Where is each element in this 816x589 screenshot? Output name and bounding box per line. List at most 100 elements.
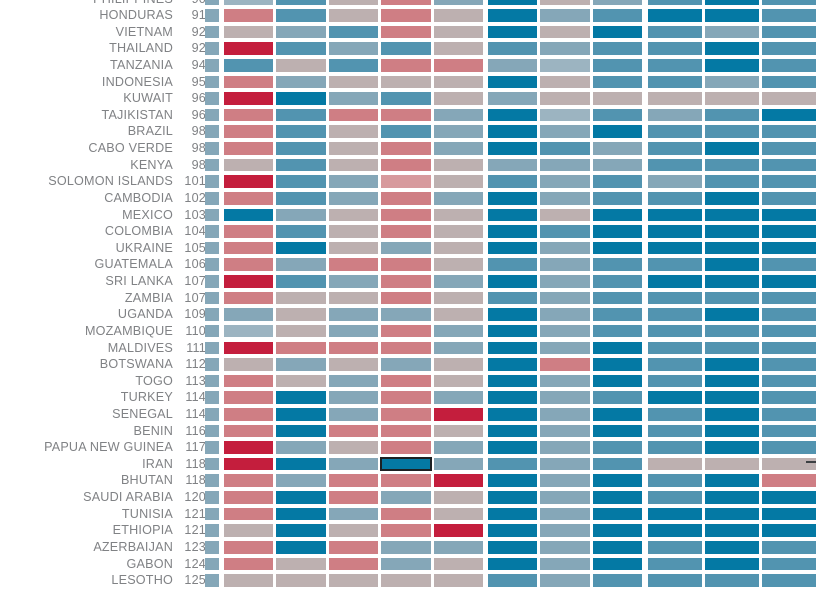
heatmap-cell[interactable]	[762, 491, 816, 504]
heatmap-cell[interactable]	[705, 108, 759, 122]
heatmap-cell[interactable]	[705, 258, 759, 271]
heatmap-cell[interactable]	[224, 108, 274, 122]
heatmap-cell[interactable]	[488, 507, 538, 521]
heatmap-cell[interactable]	[648, 391, 702, 404]
table-row[interactable]: UGANDA 109	[0, 306, 816, 323]
heatmap-cell[interactable]	[381, 142, 431, 155]
heatmap-cell[interactable]	[328, 474, 379, 488]
heatmap-cell[interactable]	[381, 158, 431, 172]
heatmap-cell[interactable]	[540, 275, 590, 288]
heatmap-cell[interactable]	[540, 557, 590, 571]
heatmap-cell[interactable]	[224, 358, 274, 371]
heatmap-cell[interactable]	[648, 142, 702, 155]
heatmap-cell[interactable]	[276, 142, 326, 155]
heatmap-cell[interactable]	[762, 507, 816, 521]
heatmap-cell[interactable]	[705, 58, 759, 72]
heatmap-cell[interactable]	[276, 241, 326, 255]
heatmap-cell[interactable]	[488, 391, 538, 404]
heatmap-cell[interactable]	[276, 9, 326, 22]
heatmap-cell[interactable]	[381, 374, 431, 388]
heatmap-cell[interactable]	[762, 341, 816, 355]
heatmap-cell[interactable]	[224, 540, 274, 554]
heatmap-cell[interactable]	[276, 324, 326, 338]
rank-tag-swatch[interactable]	[205, 158, 219, 172]
heatmap-cell[interactable]	[488, 358, 538, 371]
rank-tag-swatch[interactable]	[205, 308, 219, 321]
heatmap-cell[interactable]	[648, 341, 702, 355]
heatmap-cell[interactable]	[328, 142, 379, 155]
heatmap-cell[interactable]	[540, 507, 590, 521]
heatmap-cell[interactable]	[648, 457, 702, 471]
heatmap-cell[interactable]	[648, 125, 702, 139]
rank-tag-swatch[interactable]	[205, 341, 219, 355]
table-row[interactable]: MALDIVES 111	[0, 340, 816, 357]
rank-tag-swatch[interactable]	[205, 125, 219, 139]
heatmap-cell[interactable]	[705, 491, 759, 504]
heatmap-cell[interactable]	[433, 457, 483, 471]
heatmap-cell[interactable]	[433, 524, 483, 537]
heatmap-cell[interactable]	[328, 92, 379, 105]
heatmap-cell[interactable]	[488, 142, 538, 155]
heatmap-cell[interactable]	[328, 408, 379, 421]
heatmap-cell[interactable]	[328, 374, 379, 388]
heatmap-cell[interactable]	[540, 474, 590, 488]
heatmap-cell[interactable]	[276, 524, 326, 537]
heatmap-cell[interactable]	[276, 424, 326, 438]
heatmap-cell[interactable]	[648, 557, 702, 571]
rank-tag-swatch[interactable]	[205, 275, 219, 288]
heatmap-cell[interactable]	[705, 25, 759, 39]
heatmap-cell[interactable]	[592, 241, 642, 255]
heatmap-cell[interactable]	[276, 540, 326, 554]
heatmap-cell[interactable]	[648, 58, 702, 72]
heatmap-cell[interactable]	[276, 92, 326, 105]
heatmap-cell[interactable]	[488, 474, 538, 488]
heatmap-cell[interactable]	[705, 574, 759, 587]
heatmap-cell[interactable]	[381, 58, 431, 72]
heatmap-cell[interactable]	[328, 108, 379, 122]
heatmap-cell[interactable]	[488, 58, 538, 72]
heatmap-cell[interactable]	[276, 374, 326, 388]
heatmap-cell[interactable]	[762, 225, 816, 238]
heatmap-cell[interactable]	[381, 92, 431, 105]
heatmap-cell[interactable]	[592, 92, 642, 105]
heatmap-cell[interactable]	[328, 125, 379, 139]
heatmap-cell[interactable]	[648, 92, 702, 105]
heatmap-cell[interactable]	[705, 158, 759, 172]
heatmap-cell[interactable]	[381, 474, 431, 488]
rank-tag-swatch[interactable]	[205, 0, 219, 6]
rank-tag-swatch[interactable]	[205, 175, 219, 188]
heatmap-cell[interactable]	[488, 42, 538, 55]
heatmap-cell[interactable]	[592, 308, 642, 321]
table-row[interactable]: TAJIKISTAN 96	[0, 107, 816, 124]
table-row[interactable]: MEXICO 103	[0, 207, 816, 224]
heatmap-cell[interactable]	[224, 241, 274, 255]
heatmap-cell[interactable]	[705, 308, 759, 321]
heatmap-cell[interactable]	[328, 158, 379, 172]
heatmap-cell[interactable]	[705, 358, 759, 371]
heatmap-cell[interactable]	[705, 424, 759, 438]
heatmap-cell[interactable]	[592, 75, 642, 89]
heatmap-cell[interactable]	[276, 191, 326, 205]
heatmap-cell[interactable]	[648, 25, 702, 39]
heatmap-cell[interactable]	[540, 108, 590, 122]
heatmap-cell[interactable]	[705, 142, 759, 155]
heatmap-cell[interactable]	[488, 291, 538, 305]
heatmap-cell[interactable]	[592, 474, 642, 488]
heatmap-cell[interactable]	[648, 75, 702, 89]
heatmap-cell[interactable]	[705, 125, 759, 139]
heatmap-cell[interactable]	[488, 540, 538, 554]
rank-tag-swatch[interactable]	[205, 457, 219, 471]
heatmap-cell[interactable]	[540, 491, 590, 504]
heatmap-cell[interactable]	[705, 175, 759, 188]
rank-tag-swatch[interactable]	[205, 408, 219, 421]
heatmap-cell[interactable]	[381, 9, 431, 22]
heatmap-cell[interactable]	[705, 191, 759, 205]
table-row[interactable]: THAILAND 92	[0, 40, 816, 57]
heatmap-cell[interactable]	[328, 507, 379, 521]
heatmap-cell[interactable]	[540, 308, 590, 321]
heatmap-cell[interactable]	[381, 191, 431, 205]
heatmap-cell[interactable]	[540, 391, 590, 404]
heatmap-cell[interactable]	[328, 457, 379, 471]
rank-tag-swatch[interactable]	[205, 191, 219, 205]
heatmap-cell[interactable]	[488, 557, 538, 571]
